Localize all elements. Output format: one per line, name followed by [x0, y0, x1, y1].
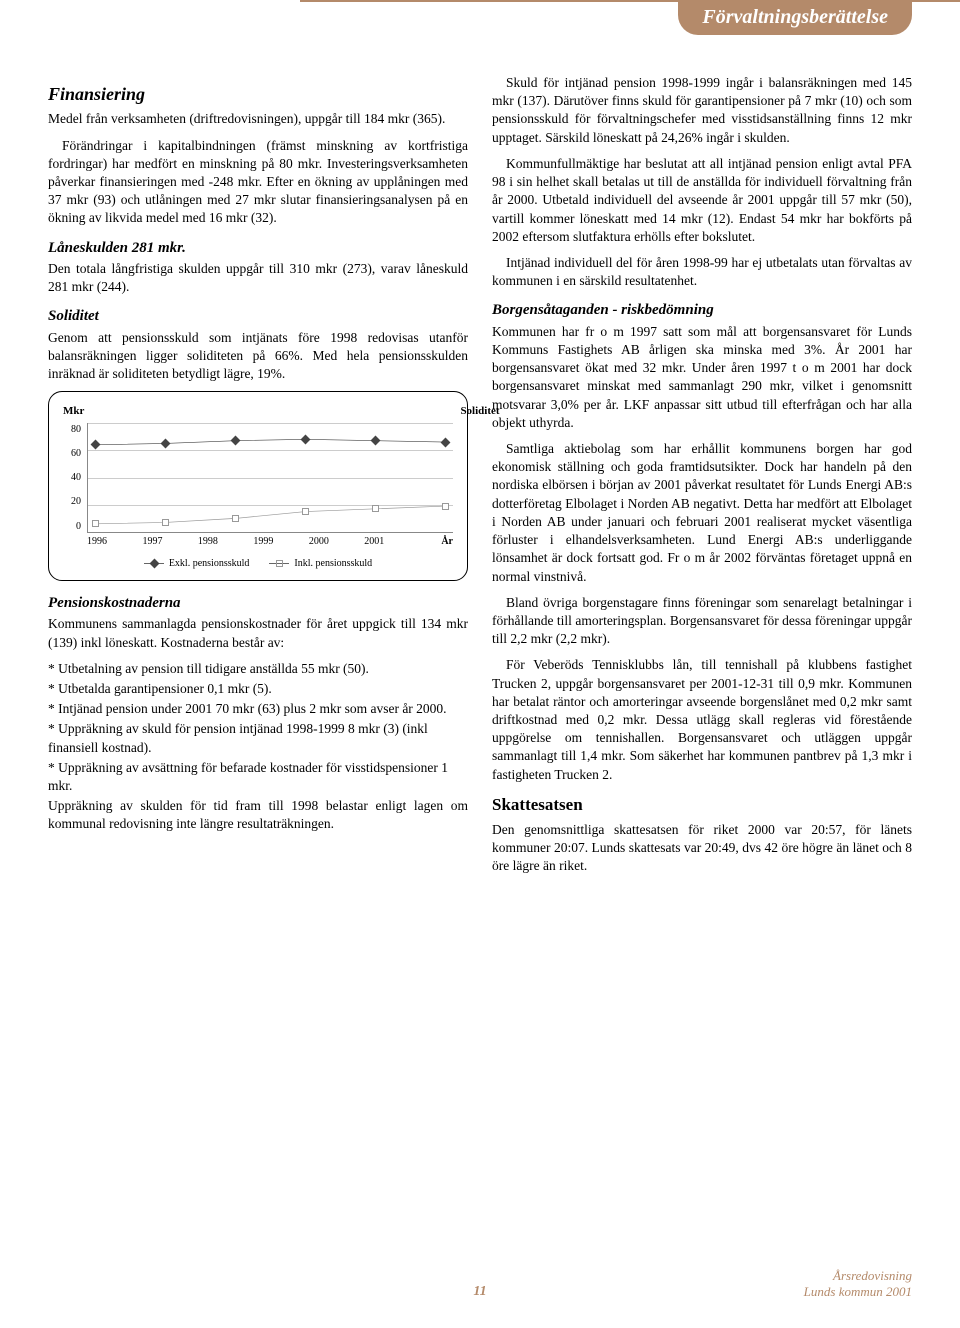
xtick: 1999	[253, 535, 308, 549]
body-text: Den genomsnittliga skattesatsen för rike…	[492, 821, 912, 876]
chart-title: Soliditet	[460, 404, 499, 419]
body-text: Bland övriga borgenstagare finns förenin…	[492, 594, 912, 649]
right-column: Skuld för intjänad pension 1998-1999 ing…	[492, 74, 912, 884]
body-text: Kommunfullmäktige har beslutat att all i…	[492, 155, 912, 246]
body-text: Genom att pensionsskuld som intjänats fö…	[48, 329, 468, 384]
bullet-item: * Utbetalda garantipensioner 0,1 mkr (5)…	[48, 680, 468, 698]
xtick: 1996	[87, 535, 142, 549]
chart-x-axis-label: År	[420, 535, 453, 549]
bullet-item: * Uppräkning av skuld för pension intjän…	[48, 720, 468, 756]
footer-line2: Lunds kommun 2001	[804, 1284, 912, 1300]
xtick: 1998	[198, 535, 253, 549]
chart-header: Mkr Soliditet	[63, 404, 453, 419]
ytick: 20	[63, 495, 81, 509]
header-band: Förvaltningsberättelse	[0, 0, 960, 50]
xtick: 2001	[364, 535, 419, 549]
xtick: 1997	[142, 535, 197, 549]
body-text: Medel från verksamheten (driftredovisnin…	[48, 110, 468, 128]
legend-label: Exkl. pensionsskuld	[169, 557, 250, 571]
legend-item-inkl: Inkl. pensionsskuld	[269, 557, 372, 571]
heading-skattesatsen: Skattesatsen	[492, 794, 912, 817]
bullet-item: * Uppräkning av avsättning för befarade …	[48, 759, 468, 795]
chart-y-axis-label: Mkr	[63, 404, 84, 419]
legend-label: Inkl. pensionsskuld	[294, 557, 372, 571]
body-text: Den totala långfristiga skulden uppgår t…	[48, 260, 468, 296]
legend-item-exkl: Exkl. pensionsskuld	[144, 557, 250, 571]
body-text: Kommunens sammanlagda pensionskostnader …	[48, 615, 468, 651]
page-number: 11	[473, 1284, 486, 1300]
chart-legend: Exkl. pensionsskuld Inkl. pensionsskuld	[63, 557, 453, 571]
bullet-list: * Utbetalning av pension till tidigare a…	[48, 660, 468, 796]
bullet-item: * Intjänad pension under 2001 70 mkr (63…	[48, 700, 468, 718]
body-text: Intjänad individuell del för åren 1998-9…	[492, 254, 912, 290]
chart-x-ticks: 1996 1997 1998 1999 2000 2001 År	[87, 535, 453, 549]
ytick: 60	[63, 447, 81, 461]
heading-finansiering: Finansiering	[48, 82, 468, 106]
left-column: Finansiering Medel från verksamheten (dr…	[48, 74, 468, 884]
body-text: Skuld för intjänad pension 1998-1999 ing…	[492, 74, 912, 147]
body-text: För Veberöds Tennisklubbs lån, till tenn…	[492, 656, 912, 784]
chart-plot-area	[87, 423, 453, 533]
soliditet-chart: Mkr Soliditet 80 60 40 20 0	[48, 391, 468, 581]
heading-soliditet: Soliditet	[48, 306, 468, 326]
chart-y-ticks: 80 60 40 20 0	[63, 423, 87, 533]
body-text: Samtliga aktiebolag som har erhållit kom…	[492, 440, 912, 586]
heading-borgens: Borgensåtaganden - riskbedömning	[492, 300, 912, 320]
heading-pensionskostnaderna: Pensionskostnaderna	[48, 593, 468, 613]
body-text: Uppräkning av skulden för tid fram till …	[48, 797, 468, 833]
bullet-item: * Utbetalning av pension till tidigare a…	[48, 660, 468, 678]
ytick: 40	[63, 471, 81, 485]
ytick: 80	[63, 423, 81, 437]
footer-line1: Årsredovisning	[804, 1268, 912, 1284]
chart-grid: 80 60 40 20 0	[63, 423, 453, 533]
ytick: 0	[63, 520, 81, 534]
content-columns: Finansiering Medel från verksamheten (dr…	[48, 74, 912, 884]
footer: Årsredovisning Lunds kommun 2001	[804, 1268, 912, 1300]
xtick: 2000	[309, 535, 364, 549]
heading-laneskulden: Låneskulden 281 mkr.	[48, 238, 468, 258]
body-text: Kommunen har fr o m 1997 satt som mål at…	[492, 323, 912, 432]
header-title: Förvaltningsberättelse	[678, 0, 912, 35]
body-text: Förändringar i kapitalbindningen (främst…	[48, 137, 468, 228]
